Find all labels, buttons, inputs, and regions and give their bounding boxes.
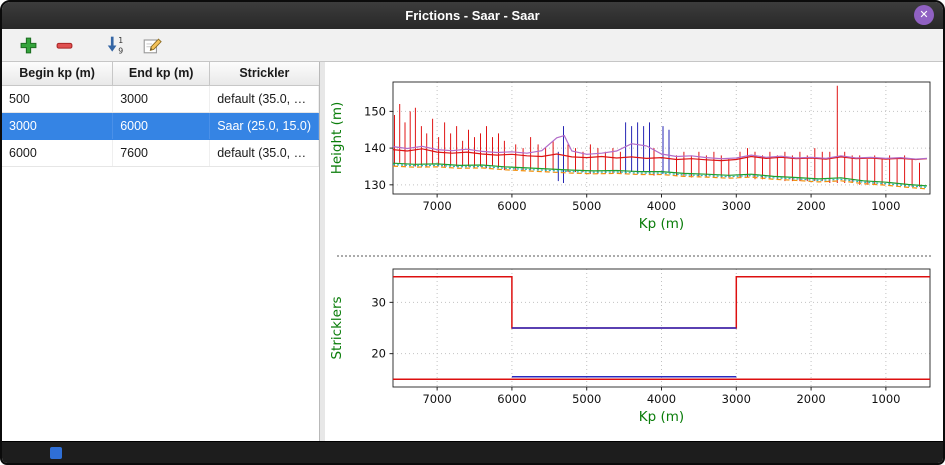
sort-numeric-icon: 1 9: [107, 36, 123, 55]
y-tick-label: 30: [371, 295, 386, 309]
plus-icon: [20, 37, 36, 53]
edit-icon: [143, 38, 162, 54]
status-indicator: [50, 446, 62, 459]
stricklers-chart: 7000 6000 5000 4000 3000 2000 1000 20 30 Kp (m) St…: [325, 259, 942, 441]
x-tick-label: 6000: [497, 199, 526, 213]
x-tick-label: 1000: [871, 392, 900, 406]
x-tick-label: 4000: [647, 392, 676, 406]
x-tick-label: 4000: [647, 199, 676, 213]
cell-end-kp: 3000: [112, 85, 211, 113]
height-chart: 7000 6000 5000 4000 3000 2000 1000 130 140 150 Kp …: [325, 62, 942, 252]
x-tick-label: 5000: [572, 199, 601, 213]
x-tick-label: 7000: [422, 199, 451, 213]
close-button[interactable]: ✕: [914, 5, 934, 25]
table-body: 500 3000 default (35.0, … 3000 6000 Saar (25.…: [2, 85, 319, 167]
horizontal-splitter[interactable]: [325, 252, 943, 259]
column-header-0[interactable]: Begin kp (m): [2, 62, 114, 86]
x-tick-label: 5000: [572, 392, 601, 406]
svg-text:1: 1: [118, 36, 123, 45]
x-axis-label: Kp (m): [639, 216, 684, 232]
toolbar: 1 9: [2, 29, 943, 62]
x-tick-label: 2000: [796, 392, 825, 406]
table-header-row: Begin kp (m) End kp (m) Strickler: [2, 62, 319, 86]
table-row[interactable]: 500 3000 default (35.0, …: [2, 85, 319, 113]
svg-text:9: 9: [118, 46, 123, 55]
x-tick-label: 1000: [871, 199, 900, 213]
edit-button[interactable]: [139, 32, 165, 58]
table-row[interactable]: 3000 6000 Saar (25.0, 15.0): [2, 112, 319, 140]
titlebar[interactable]: Frictions - Saar - Saar ✕: [2, 2, 943, 29]
x-tick-label: 6000: [497, 392, 526, 406]
main-area: Begin kp (m) End kp (m) Strickler 500 3000 d…: [2, 62, 943, 441]
cell-strickler: Saar (25.0, 15.0): [209, 112, 319, 140]
line-violet: [392, 134, 928, 160]
x-axis-label: Kp (m): [639, 409, 684, 425]
cell-strickler: default (35.0, …: [209, 139, 319, 167]
line-cyan-dashed: [392, 164, 928, 188]
delete-row-button[interactable]: [51, 32, 77, 58]
y-tick-label: 140: [364, 141, 386, 155]
line-red: [392, 148, 928, 162]
y-axis-label: Height (m): [329, 102, 345, 175]
cell-begin-kp: 6000: [2, 139, 114, 167]
frictions-table-panel: Begin kp (m) End kp (m) Strickler 500 3000 d…: [2, 62, 320, 441]
line-green: [392, 162, 928, 187]
frictions-table[interactable]: Begin kp (m) End kp (m) Strickler 500 3000 d…: [2, 62, 319, 167]
close-icon: ✕: [919, 9, 929, 21]
add-row-button[interactable]: [15, 32, 41, 58]
y-tick-label: 130: [364, 178, 386, 192]
sort-button[interactable]: 1 9: [103, 32, 129, 58]
column-header-2[interactable]: Strickler: [209, 62, 319, 86]
x-tick-label: 7000: [422, 392, 451, 406]
cell-begin-kp: 500: [2, 85, 114, 113]
line-orange-dashed: [392, 165, 928, 190]
cell-end-kp: 7600: [112, 139, 211, 167]
y-tick-label: 20: [371, 347, 386, 361]
charts-panel: 7000 6000 5000 4000 3000 2000 1000 130 140 150 Kp …: [325, 62, 943, 441]
table-row[interactable]: 6000 7600 default (35.0, …: [2, 139, 319, 167]
splitter-dots: [337, 254, 931, 257]
column-header-1[interactable]: End kp (m): [112, 62, 211, 86]
window-title: Frictions - Saar - Saar: [405, 8, 540, 23]
cell-end-kp: 6000: [112, 112, 211, 140]
vertical-splitter[interactable]: [320, 62, 325, 441]
cell-begin-kp: 3000: [2, 112, 114, 140]
y-axis-label: Stricklers: [329, 296, 345, 359]
statusbar: [2, 441, 943, 463]
x-tick-label: 3000: [722, 199, 751, 213]
x-tick-label: 3000: [722, 392, 751, 406]
x-tick-label: 2000: [796, 199, 825, 213]
cell-strickler: default (35.0, …: [209, 85, 319, 113]
minus-icon: [56, 42, 72, 49]
y-tick-label: 150: [364, 104, 386, 118]
